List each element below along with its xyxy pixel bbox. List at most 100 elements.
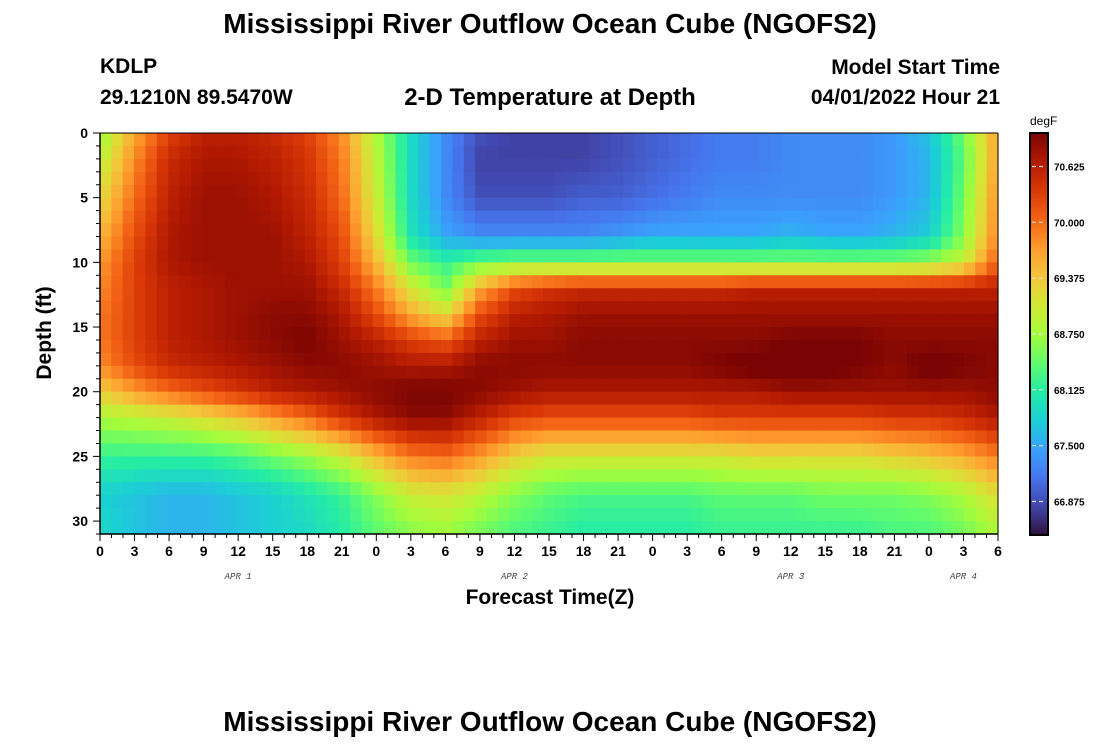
heatmap-cell bbox=[554, 339, 567, 354]
heatmap-cell bbox=[941, 171, 954, 186]
heatmap-cell bbox=[759, 339, 772, 354]
heatmap-cell bbox=[384, 495, 397, 509]
heatmap-cell bbox=[486, 288, 499, 302]
heatmap-cell bbox=[247, 495, 260, 509]
colorbar-unit-label: degF bbox=[1030, 114, 1057, 128]
heatmap-cell bbox=[656, 495, 669, 509]
heatmap-cell bbox=[372, 456, 385, 470]
heatmap-cell bbox=[861, 275, 874, 289]
heatmap-cell bbox=[907, 145, 920, 160]
heatmap-cell bbox=[111, 443, 124, 457]
heatmap-cell bbox=[168, 430, 181, 445]
heatmap-cell bbox=[122, 482, 135, 496]
heatmap-cell bbox=[872, 469, 885, 483]
heatmap-cell bbox=[225, 430, 238, 445]
heatmap-cell bbox=[600, 417, 613, 432]
heatmap-cell bbox=[952, 262, 965, 276]
heatmap-cell bbox=[645, 171, 658, 186]
heatmap-cell bbox=[656, 314, 669, 328]
heatmap-cell bbox=[486, 482, 499, 496]
heatmap-cell bbox=[656, 171, 669, 186]
heatmap-cell bbox=[895, 236, 908, 251]
heatmap-cell bbox=[202, 430, 215, 445]
heatmap-cell bbox=[850, 365, 863, 380]
heatmap-cell bbox=[713, 469, 726, 483]
heatmap-cell bbox=[134, 443, 147, 457]
x-axis-title: Forecast Time(Z) bbox=[466, 586, 635, 609]
heatmap-cell bbox=[622, 262, 635, 276]
heatmap-cell bbox=[668, 482, 681, 496]
heatmap-cell bbox=[725, 210, 738, 225]
heatmap-cell bbox=[725, 236, 738, 251]
heatmap-cell bbox=[327, 210, 340, 225]
heatmap-cell bbox=[315, 508, 328, 522]
heatmap-cell bbox=[986, 378, 999, 393]
heatmap-cell bbox=[395, 184, 408, 199]
heatmap-cell bbox=[588, 482, 601, 496]
heatmap-cell bbox=[838, 288, 851, 302]
heatmap-cell bbox=[861, 430, 874, 445]
heatmap-cell bbox=[122, 275, 135, 289]
heatmap-cell bbox=[827, 508, 840, 522]
heatmap-cell bbox=[168, 158, 181, 173]
heatmap-cell bbox=[793, 417, 806, 432]
heatmap-cell bbox=[600, 339, 613, 354]
heatmap-cell bbox=[611, 508, 624, 522]
heatmap-cell bbox=[395, 145, 408, 160]
heatmap-cell bbox=[179, 171, 192, 186]
heatmap-cell bbox=[588, 197, 601, 212]
heatmap-cell bbox=[418, 184, 431, 199]
heatmap-cell bbox=[270, 456, 283, 470]
heatmap-cell bbox=[782, 521, 794, 535]
heatmap-cell bbox=[907, 391, 920, 406]
heatmap-cell bbox=[850, 339, 863, 354]
heatmap-cell bbox=[315, 301, 328, 315]
heatmap-cell bbox=[520, 262, 533, 276]
heatmap-cell bbox=[884, 404, 897, 419]
heatmap-cell bbox=[497, 210, 510, 225]
heatmap-cell bbox=[656, 133, 669, 147]
heatmap-cell bbox=[895, 482, 908, 496]
heatmap-cell bbox=[213, 171, 226, 186]
heatmap-cell bbox=[520, 275, 533, 289]
heatmap-cell bbox=[554, 314, 567, 328]
heatmap-cell bbox=[338, 184, 351, 199]
heatmap-cell bbox=[759, 378, 772, 393]
heatmap-cell bbox=[941, 133, 954, 147]
heatmap-cell bbox=[111, 288, 124, 302]
heatmap-cell bbox=[202, 171, 215, 186]
heatmap-cell bbox=[463, 171, 476, 186]
heatmap-cell bbox=[600, 275, 613, 289]
heatmap-cell bbox=[554, 456, 567, 470]
heatmap-cell bbox=[406, 404, 419, 419]
heatmap-cell bbox=[100, 469, 112, 483]
heatmap-cell bbox=[179, 158, 192, 173]
heatmap-cell bbox=[645, 482, 658, 496]
heatmap-cell bbox=[259, 391, 272, 406]
heatmap-cell bbox=[134, 223, 147, 238]
heatmap-cell bbox=[725, 391, 738, 406]
heatmap-cell bbox=[566, 430, 579, 445]
heatmap-cell bbox=[259, 339, 272, 354]
heatmap-cell bbox=[497, 404, 510, 419]
heatmap-cell bbox=[566, 339, 579, 354]
heatmap-cell bbox=[656, 210, 669, 225]
heatmap-cell bbox=[259, 521, 272, 535]
heatmap-cell bbox=[134, 210, 147, 225]
heatmap-cell bbox=[736, 456, 749, 470]
heatmap-cell bbox=[497, 171, 510, 186]
heatmap-cell bbox=[372, 378, 385, 393]
heatmap-cell bbox=[656, 197, 669, 212]
heatmap-cell bbox=[259, 314, 272, 328]
heatmap-cell bbox=[475, 495, 488, 509]
heatmap-cell bbox=[918, 314, 931, 328]
heatmap-cell bbox=[941, 288, 954, 302]
heatmap-cell bbox=[520, 327, 533, 341]
heatmap-cell bbox=[304, 145, 317, 160]
heatmap-cell bbox=[338, 521, 351, 535]
heatmap-cell bbox=[190, 288, 203, 302]
heatmap-cell bbox=[520, 378, 533, 393]
heatmap-cell bbox=[827, 327, 840, 341]
heatmap-cell bbox=[406, 495, 419, 509]
